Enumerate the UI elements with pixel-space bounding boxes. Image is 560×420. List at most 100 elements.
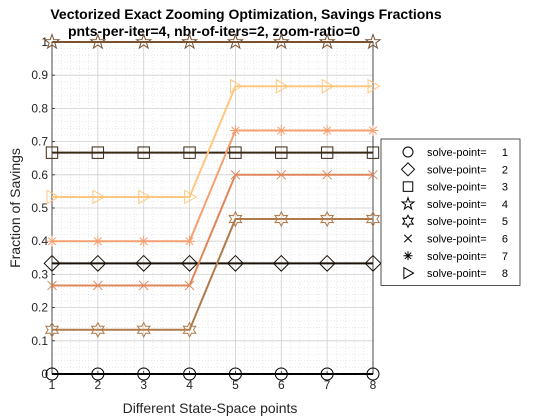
- data-point-marker: [364, 32, 382, 50]
- series-1: [45, 367, 380, 381]
- data-point-marker: [321, 78, 335, 94]
- data-point-marker: [272, 32, 290, 50]
- data-point-marker: [93, 280, 103, 291]
- data-point-marker: [183, 367, 197, 381]
- data-point-marker: [137, 146, 150, 159]
- legend-entry-3: solve-point= 3: [402, 181, 508, 194]
- legend-label: solve-point=: [427, 216, 487, 228]
- data-point-marker: [43, 254, 61, 272]
- data-point-marker: [184, 280, 195, 291]
- data-point-marker: [319, 210, 335, 228]
- data-point-marker: [367, 125, 379, 136]
- legend-label: solve-point=: [427, 199, 487, 211]
- data-point-marker: [90, 321, 106, 339]
- data-point-marker: [366, 367, 380, 381]
- data-point-marker: [226, 32, 245, 50]
- data-point-marker: [274, 210, 289, 228]
- series-line: [52, 129, 373, 243]
- data-point-marker: [43, 32, 61, 50]
- data-point-marker: [183, 146, 196, 159]
- data-point-marker: [230, 125, 241, 136]
- data-point-marker: [46, 235, 58, 247]
- plot-area: 1 2 3 4 5 6 7 8 0 0.1 0.2 0.3 0.4 0.5 0.6 0.7 0.8 0.9 1: [31, 32, 382, 392]
- chart-subtitle: pnts-per-iter=4, nbr-of-iters=2, zoom-ra…: [68, 23, 360, 39]
- legend-number: 1: [502, 147, 508, 159]
- legend-entry-8: solve-point= 8: [403, 266, 508, 280]
- legend-number: 3: [502, 182, 508, 194]
- data-point-marker: [92, 235, 104, 247]
- legend-label: solve-point=: [427, 182, 487, 194]
- data-point-marker: [275, 125, 287, 136]
- data-point-marker: [91, 146, 105, 159]
- legend-entry-1: solve-point= 1: [402, 146, 508, 159]
- data-point-marker: [403, 234, 413, 243]
- y-tick-label: 0.9: [31, 68, 48, 82]
- data-point-marker: [136, 321, 151, 339]
- y-tick-label: 1: [41, 35, 48, 49]
- data-point-marker: [318, 254, 336, 272]
- data-point-marker: [135, 254, 153, 272]
- data-point-marker: [403, 251, 413, 261]
- x-tick-label: 3: [140, 378, 147, 392]
- data-point-marker: [137, 367, 151, 381]
- chart-title: Vectorized Exact Zooming Optimization, S…: [50, 6, 442, 22]
- data-point-marker: [138, 235, 150, 247]
- data-point-marker: [228, 210, 243, 228]
- y-tick-label: 0.8: [31, 101, 48, 115]
- y-tick-label: 0.5: [31, 201, 48, 215]
- data-point-marker: [322, 169, 332, 180]
- x-tick-label: 5: [232, 378, 239, 392]
- legend-entry-6: solve-point= 6: [403, 234, 508, 246]
- x-tick-label: 8: [370, 378, 377, 392]
- x-tick-label: 7: [324, 378, 331, 392]
- legend-label: solve-point=: [427, 268, 487, 280]
- data-point-marker: [180, 32, 199, 50]
- data-point-marker: [45, 146, 59, 159]
- data-point-marker: [91, 367, 105, 381]
- data-point-marker: [226, 254, 244, 272]
- data-point-marker: [365, 210, 381, 228]
- data-point-marker: [44, 321, 60, 339]
- data-point-marker: [274, 367, 288, 381]
- data-point-marker: [230, 169, 241, 180]
- data-point-marker: [403, 266, 415, 280]
- data-point-marker: [402, 181, 414, 192]
- data-point-marker: [275, 146, 288, 159]
- legend-number: 6: [502, 234, 508, 246]
- series-4: [43, 32, 382, 50]
- data-point-marker: [184, 235, 195, 247]
- series-line: [52, 218, 373, 331]
- y-tick-label: 0.4: [31, 234, 48, 248]
- legend-number: 8: [502, 268, 508, 280]
- data-point-marker: [401, 214, 415, 229]
- legend-number: 4: [502, 199, 508, 211]
- legend-label: solve-point=: [427, 164, 487, 176]
- data-point-marker: [228, 367, 242, 381]
- data-point-marker: [364, 254, 382, 272]
- data-point-marker: [47, 280, 57, 291]
- data-point-marker: [229, 146, 242, 159]
- data-point-marker: [275, 78, 289, 94]
- y-axis-label: Fraction of Savings: [7, 148, 23, 268]
- series-6: [47, 169, 378, 291]
- data-point-marker: [367, 78, 381, 94]
- x-tick-label: 2: [95, 378, 102, 392]
- data-point-marker: [229, 78, 244, 94]
- data-point-marker: [135, 32, 153, 50]
- data-point-marker: [368, 169, 378, 180]
- legend-number: 2: [502, 164, 508, 176]
- series-7: [46, 125, 379, 247]
- data-point-marker: [318, 32, 336, 50]
- data-point-marker: [92, 189, 106, 205]
- data-point-marker: [138, 189, 152, 205]
- y-tick-label: 0: [41, 367, 48, 381]
- x-tick-label: 1: [49, 378, 56, 392]
- series-2: [43, 254, 382, 272]
- y-tick-label: 0.6: [31, 168, 48, 182]
- legend-label: solve-point=: [427, 147, 487, 159]
- data-point-marker: [400, 196, 416, 211]
- y-tick-label: 0.2: [31, 301, 48, 315]
- legend-box: [380, 138, 521, 286]
- y-tick-label: 0.1: [31, 334, 48, 348]
